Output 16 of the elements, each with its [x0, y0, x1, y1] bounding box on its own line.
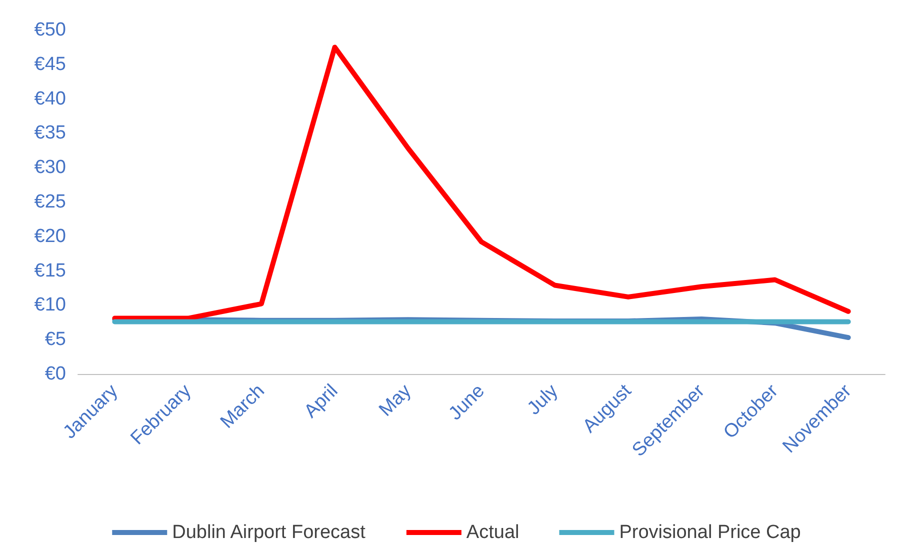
y-tick-label: €25: [34, 192, 66, 212]
legend-label: Provisional Price Cap: [619, 522, 801, 543]
y-tick-label: €50: [34, 20, 66, 40]
y-tick-label: €5: [44, 329, 66, 350]
legend-label: Dublin Airport Forecast: [172, 522, 366, 543]
x-tick-label: July: [524, 380, 563, 420]
y-tick-label: €40: [34, 88, 66, 110]
x-tick-label: May: [375, 380, 416, 421]
y-tick-label: €15: [34, 260, 66, 282]
y-tick-label: €10: [34, 294, 66, 316]
y-tick-label: €35: [34, 122, 66, 144]
y-tick-label: €0: [44, 364, 66, 384]
y-tick-label: €45: [34, 54, 66, 75]
y-tick-label: €30: [34, 157, 66, 178]
legend-label: Actual: [466, 522, 520, 543]
y-tick-label: €20: [34, 226, 66, 247]
